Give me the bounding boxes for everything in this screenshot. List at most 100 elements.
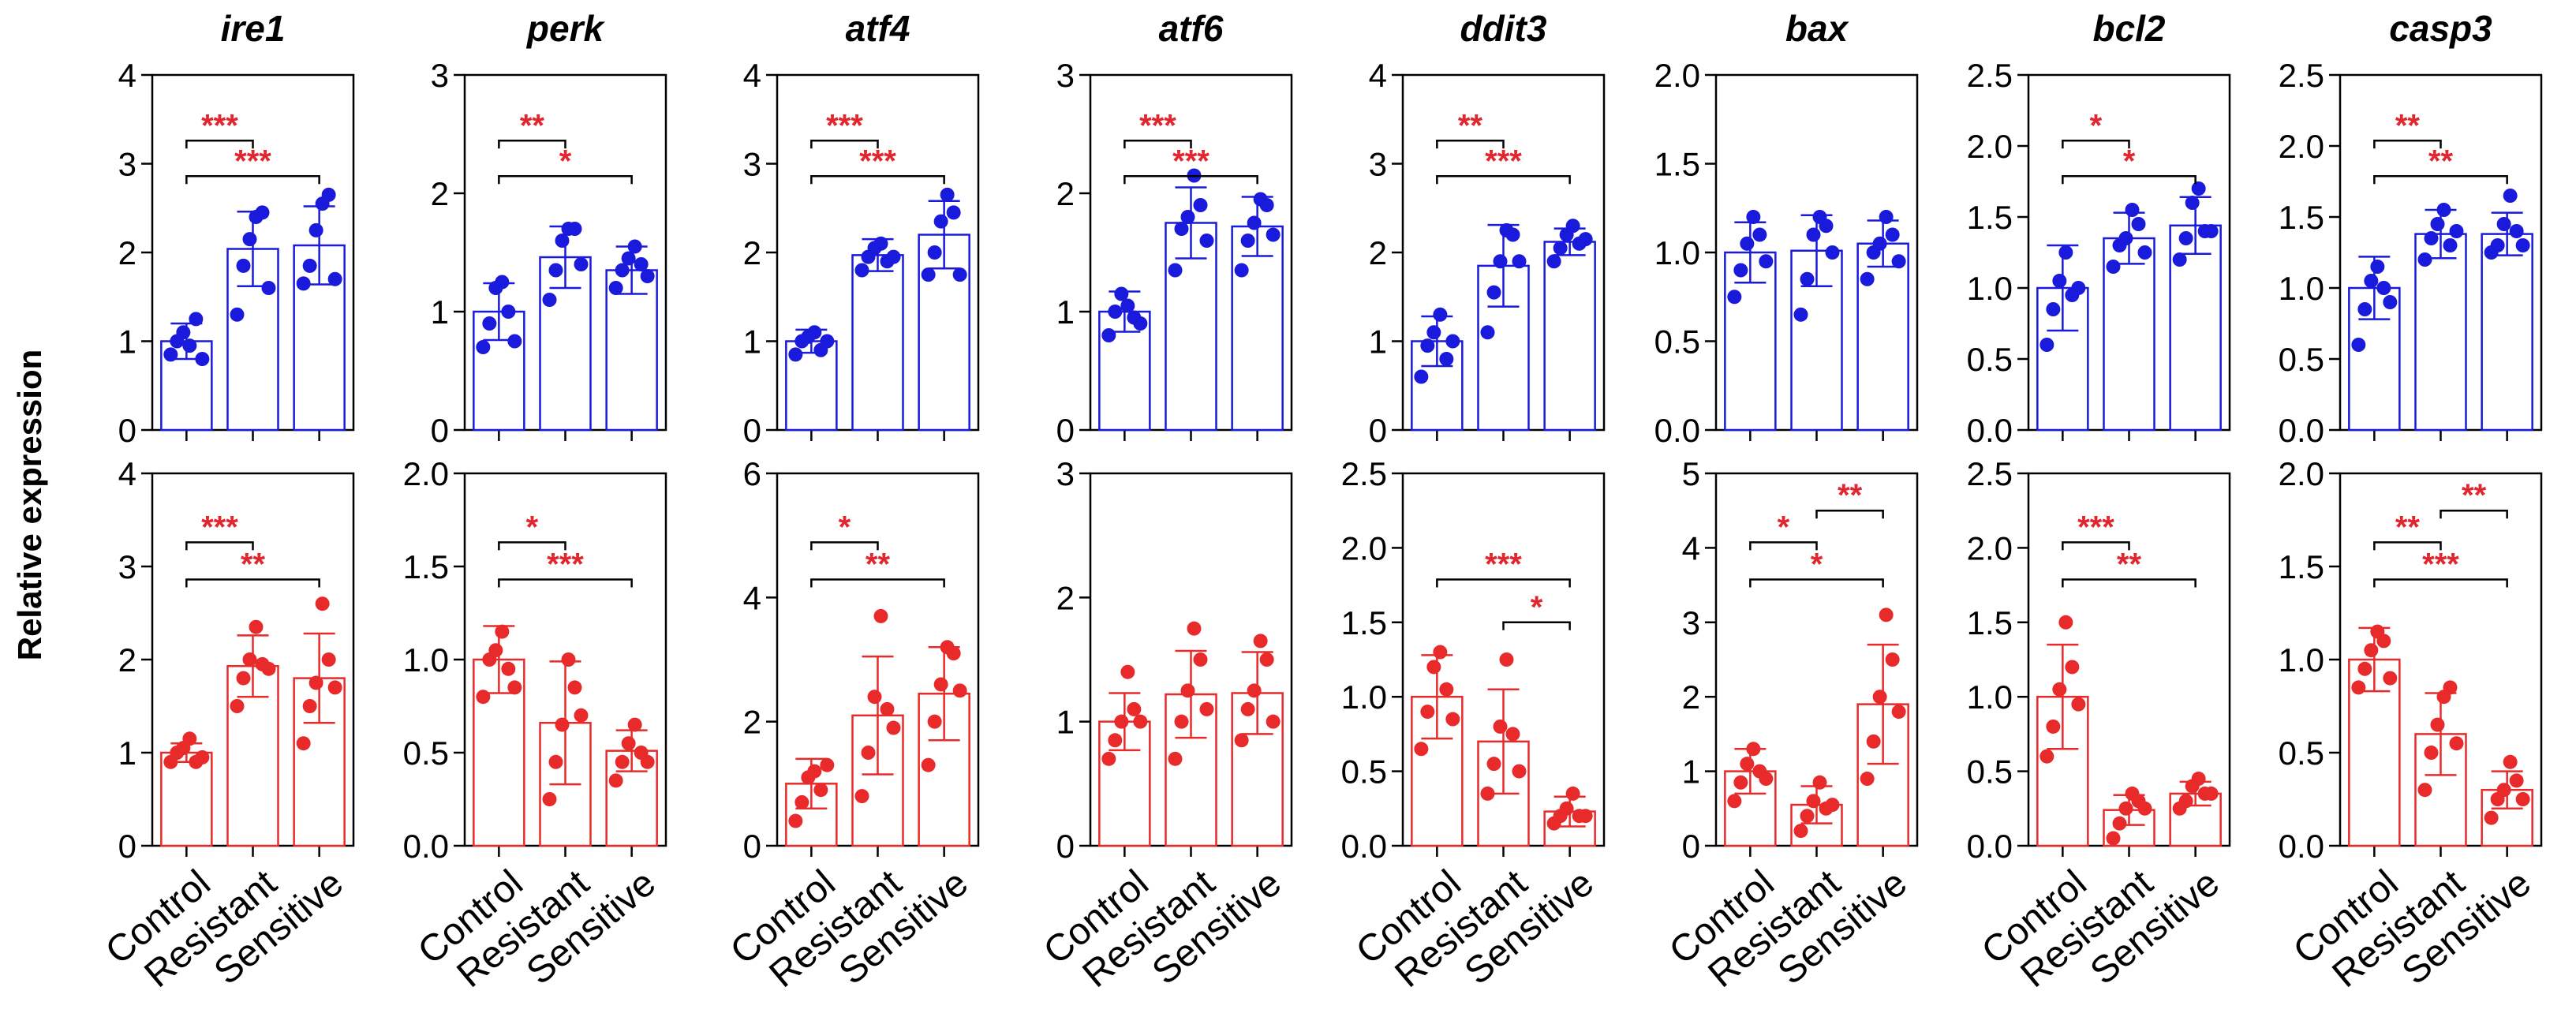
y-tick-label: 0.0 bbox=[2279, 412, 2324, 449]
data-point bbox=[2191, 772, 2206, 787]
data-point bbox=[495, 624, 510, 639]
data-point bbox=[1759, 254, 1774, 269]
data-point bbox=[501, 305, 516, 319]
data-point bbox=[873, 236, 888, 251]
y-tick-label: 0.0 bbox=[1967, 828, 2013, 865]
data-point bbox=[2065, 660, 2080, 675]
data-point bbox=[236, 258, 251, 273]
data-point bbox=[236, 671, 251, 686]
data-point bbox=[1733, 263, 1748, 278]
data-point bbox=[880, 701, 895, 716]
y-tick-label: 2.0 bbox=[1341, 529, 1387, 566]
significance-label: ** bbox=[1458, 108, 1483, 143]
data-point bbox=[807, 325, 822, 340]
significance-label: *** bbox=[547, 548, 584, 582]
data-point bbox=[482, 316, 497, 331]
data-point bbox=[2417, 783, 2432, 798]
data-point bbox=[495, 275, 510, 290]
y-tick-label: 3 bbox=[1682, 604, 1700, 641]
y-tick-label: 1.0 bbox=[1967, 678, 2013, 716]
data-point bbox=[2490, 238, 2505, 252]
data-point bbox=[249, 619, 264, 634]
data-point bbox=[1168, 751, 1183, 766]
y-tick-label: 0.5 bbox=[1967, 753, 2013, 791]
data-point bbox=[1127, 701, 1142, 716]
data-point bbox=[2376, 281, 2391, 295]
data-point bbox=[501, 661, 516, 676]
y-tick-label: 1 bbox=[1056, 704, 1075, 741]
data-point bbox=[1806, 794, 1821, 809]
data-point bbox=[2424, 231, 2439, 245]
y-tick-label: 2.0 bbox=[403, 455, 449, 492]
data-point bbox=[615, 754, 630, 769]
y-tick-label: 0 bbox=[431, 412, 449, 449]
y-tick-label: 0 bbox=[743, 828, 761, 865]
data-point bbox=[886, 720, 901, 735]
data-point bbox=[1433, 307, 1448, 322]
data-point bbox=[1879, 607, 1894, 622]
data-point bbox=[2509, 224, 2524, 238]
y-tick-label: 0 bbox=[1682, 828, 1700, 865]
bar bbox=[1790, 249, 1843, 432]
data-point bbox=[1120, 298, 1135, 313]
data-point bbox=[2106, 831, 2121, 846]
y-tick-label: 1.0 bbox=[2279, 270, 2324, 307]
significance-label: *** bbox=[1485, 144, 1522, 178]
data-point bbox=[176, 325, 191, 340]
data-point bbox=[1885, 652, 1900, 667]
significance-bracket bbox=[1123, 140, 1192, 149]
y-tick-label: 0.5 bbox=[1654, 323, 1700, 361]
significance-bracket bbox=[2373, 140, 2442, 149]
data-point bbox=[2503, 754, 2518, 769]
data-point bbox=[555, 717, 570, 732]
y-tick-label: 4 bbox=[118, 57, 136, 94]
data-point bbox=[2058, 245, 2073, 260]
significance-label: ** bbox=[2462, 478, 2487, 513]
significance-label: *** bbox=[234, 144, 271, 178]
data-point bbox=[182, 731, 197, 746]
y-tick-label: 1.0 bbox=[403, 641, 449, 678]
y-tick-label: 1.5 bbox=[2279, 199, 2324, 236]
data-point bbox=[1733, 775, 1748, 790]
data-point bbox=[308, 675, 323, 690]
data-point bbox=[488, 643, 503, 658]
y-axis-label: Relative expression bbox=[11, 350, 48, 661]
data-point bbox=[1559, 801, 1574, 816]
significance-label: *** bbox=[201, 510, 238, 544]
y-tick-label: 4 bbox=[1682, 529, 1700, 566]
data-point bbox=[1193, 198, 1208, 212]
y-tick-label: 0.0 bbox=[403, 828, 449, 865]
chart-title: ddit3 bbox=[1460, 8, 1547, 49]
data-point bbox=[1266, 714, 1281, 729]
data-point bbox=[952, 267, 967, 282]
y-tick-label: 1.0 bbox=[1654, 234, 1700, 271]
data-point bbox=[2364, 643, 2379, 658]
data-point bbox=[627, 717, 642, 732]
data-point bbox=[1168, 263, 1183, 278]
data-point bbox=[2449, 736, 2464, 751]
data-point bbox=[1740, 236, 1755, 251]
data-point bbox=[296, 276, 311, 291]
data-point bbox=[1891, 254, 1906, 269]
y-tick-label: 2 bbox=[1056, 579, 1075, 616]
data-point bbox=[940, 187, 955, 202]
data-point bbox=[2178, 231, 2193, 245]
data-point bbox=[1247, 683, 1262, 698]
significance-label: * bbox=[2123, 144, 2136, 178]
data-point bbox=[2357, 661, 2372, 676]
y-tick-label: 3 bbox=[743, 146, 761, 183]
data-point bbox=[608, 281, 623, 295]
data-point bbox=[1120, 664, 1135, 679]
y-tick-label: 1 bbox=[431, 293, 449, 331]
y-tick-label: 0.5 bbox=[1341, 753, 1387, 791]
y-tick-label: 2 bbox=[1369, 234, 1387, 271]
data-point bbox=[1114, 286, 1129, 301]
y-tick-label: 0 bbox=[118, 412, 136, 449]
data-point bbox=[1480, 786, 1495, 801]
bar bbox=[2414, 233, 2467, 432]
data-point bbox=[1793, 824, 1808, 839]
data-point bbox=[2370, 260, 2385, 274]
data-point bbox=[1247, 215, 1262, 230]
data-point bbox=[1505, 727, 1520, 742]
y-tick-label: 0 bbox=[743, 412, 761, 449]
